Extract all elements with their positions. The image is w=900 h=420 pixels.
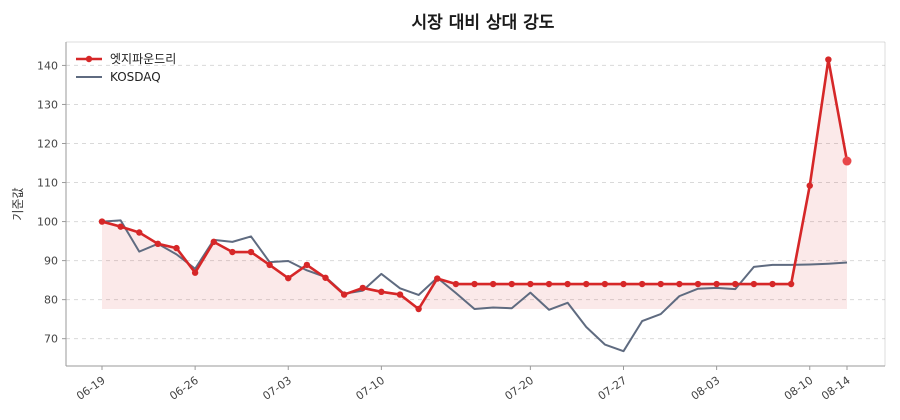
legend-label-kosdaq: KOSDAQ [110,70,161,84]
data-point [489,280,497,288]
y-tick-label: 90 [44,255,58,268]
data-point [732,280,739,288]
legend-label-edgefoundry: 엣지파운드리 [110,52,176,66]
y-tick-label: 110 [37,177,58,190]
data-point [545,280,553,288]
x-tick-label: 07-10 [353,374,387,403]
x-tick-label: 06-19 [74,374,108,403]
data-point [434,275,441,282]
data-point [340,291,348,298]
fill-area [102,59,847,310]
data-point [713,280,720,288]
data-point [583,280,590,288]
data-point [452,280,460,288]
data-point [508,280,515,288]
data-point [154,240,162,248]
data-point [471,280,478,288]
fill-area-shape [102,59,847,310]
data-point [266,261,273,269]
data-point [378,288,385,296]
data-point [676,280,683,288]
y-tick-label: 140 [37,59,58,72]
data-point [285,274,292,282]
data-point [825,56,832,63]
data-point [694,280,702,288]
y-ticks: 70 80 90 100 110 120 130 140 [37,59,66,346]
data-point [396,291,404,298]
x-tick-label: 07-20 [502,374,536,403]
data-point [191,269,199,276]
y-tick-label: 120 [37,137,58,150]
x-tick-label: 07-03 [260,374,294,403]
axes [65,41,886,367]
x-ticks: 06-19 06-26 07-03 07-10 07-20 07-27 08-03 08-10… [74,366,853,403]
data-point [415,305,422,313]
data-point [229,248,236,256]
data-point [210,238,217,246]
data-point [769,280,776,288]
x-tick-label: 06-26 [167,374,201,403]
data-point [98,218,106,225]
data-point [527,280,534,288]
data-point [303,261,311,269]
x-tick-label: 08-10 [782,374,816,403]
data-point [359,284,366,292]
chart-title: 시장 대비 상대 강도 [412,13,555,33]
x-tick-label: 08-14 [819,374,853,403]
data-point [601,280,609,288]
series-line-kosdaq [101,219,848,353]
y-tick-label: 100 [37,216,58,229]
data-point [620,280,627,288]
data-point [657,280,664,288]
legend-marker [85,55,93,63]
y-tick-label: 80 [44,294,58,307]
legend: 엣지파운드리 KOSDAQ [76,52,176,84]
y-tick-label: 130 [37,98,58,111]
data-point [787,280,795,288]
data-point [322,274,329,281]
data-point [117,223,124,230]
data-point [136,229,143,236]
data-point [564,280,571,288]
data-point [806,182,813,189]
y-axis-label: 기준값 [11,187,25,220]
data-point [842,156,852,166]
data-point [638,280,646,288]
data-point [173,244,180,252]
x-tick-label: 07-27 [596,374,630,403]
data-point [247,248,255,256]
x-tick-label: 08-03 [689,374,723,403]
y-tick-label: 70 [44,333,58,346]
series-layer [98,56,852,353]
data-point [750,280,758,288]
